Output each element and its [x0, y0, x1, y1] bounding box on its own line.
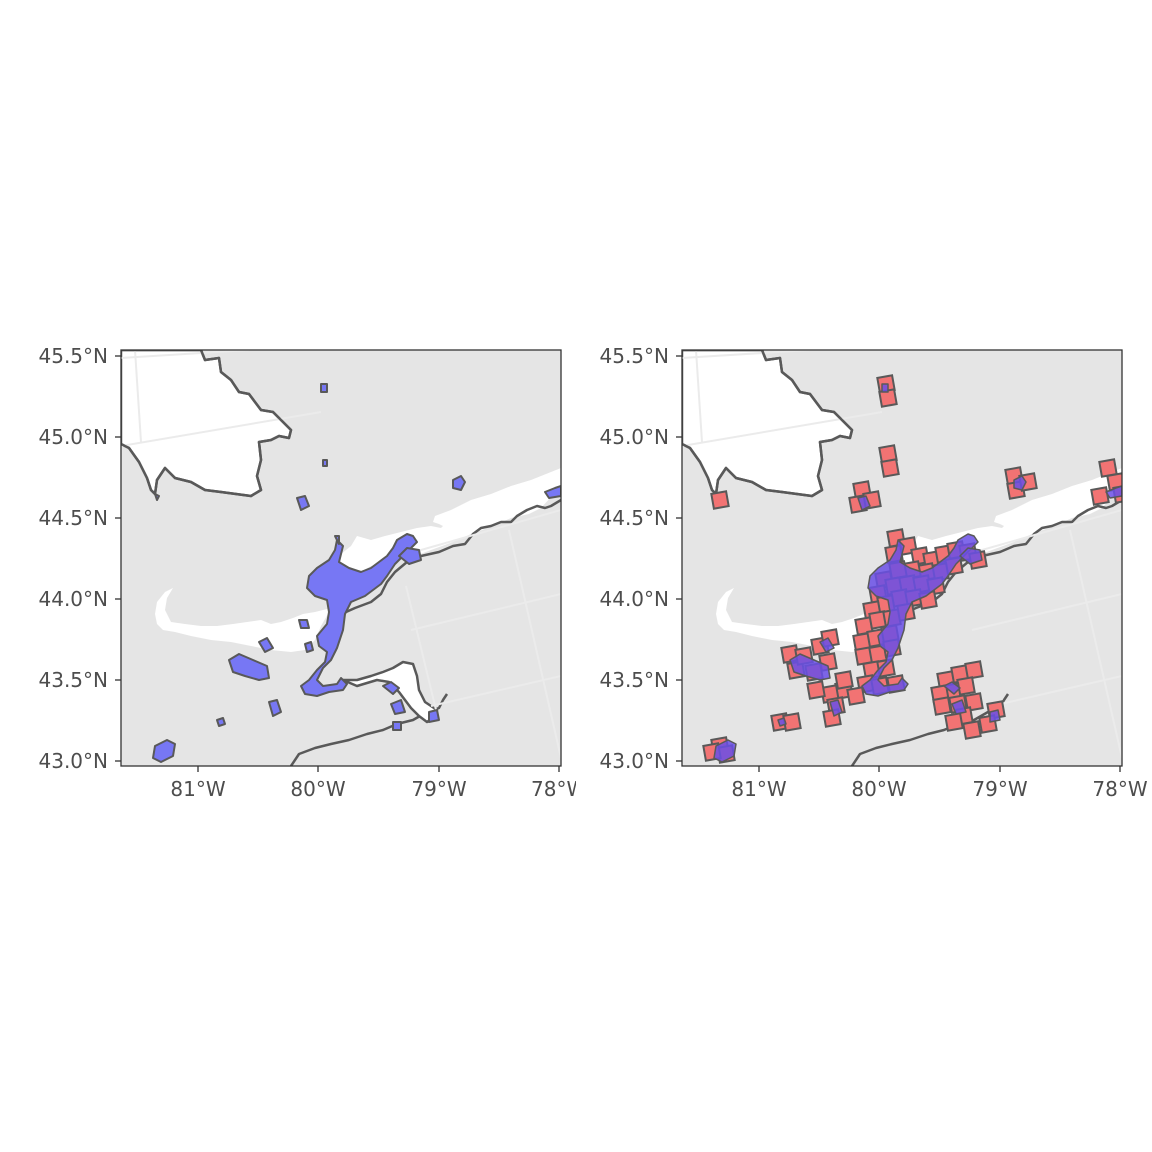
- urban-area: [296, 495, 310, 511]
- toronto-urban-area: [861, 533, 979, 697]
- y-tick-label: 43.0°N: [600, 749, 670, 773]
- y-tick-label: 45.5°N: [600, 344, 670, 368]
- urban-area: [951, 699, 967, 715]
- y-tick-label: 43.0°N: [39, 749, 109, 773]
- right-map-panel: 45.5°N 45.0°N 44.5°N 44.0°N 43.5°N 43.0°…: [600, 344, 1148, 801]
- y-tick-label: 45.5°N: [39, 344, 109, 368]
- urban-area: [382, 681, 400, 695]
- toronto-urban-area: [300, 533, 418, 697]
- y-tick-label: 44.0°N: [600, 587, 670, 611]
- urban-area: [943, 681, 961, 695]
- y-axis-labels: 45.5°N 45.0°N 44.5°N 44.0°N 43.5°N 43.0°…: [39, 344, 109, 773]
- panel-border: [681, 349, 1123, 767]
- lake-ontario-water: [155, 468, 561, 652]
- grid-cell: [964, 660, 984, 680]
- grid-cell: [880, 458, 900, 478]
- urban-area: [544, 485, 561, 499]
- y-tick-label: 45.0°N: [39, 425, 109, 449]
- y-axis-ticks: [115, 355, 121, 762]
- lake-ontario-south-shore: [289, 693, 449, 766]
- urban-area: [304, 641, 314, 653]
- x-tick-label: 81°W: [731, 777, 786, 801]
- urban-area: [398, 547, 422, 565]
- urban-areas: [713, 383, 1122, 763]
- urban-area: [829, 699, 843, 717]
- urban-areas: [152, 383, 561, 763]
- urban-area: [959, 547, 983, 565]
- panel-border: [120, 349, 562, 767]
- grid-cell: [962, 720, 982, 740]
- grid-cell: [846, 686, 866, 706]
- urban-area: [789, 653, 831, 681]
- urban-area: [216, 717, 226, 727]
- y-tick-label: 44.0°N: [39, 587, 109, 611]
- grid-cell: [932, 696, 952, 716]
- y-tick-label: 44.5°N: [600, 506, 670, 530]
- urban-area: [989, 709, 1001, 723]
- urban-area: [258, 637, 274, 653]
- grid-cell: [944, 712, 964, 732]
- x-tick-label: 81°W: [170, 777, 225, 801]
- urban-area: [228, 653, 270, 681]
- urban-area: [452, 475, 466, 491]
- urban-area: [154, 493, 160, 501]
- urban-area: [390, 699, 406, 715]
- urban-area: [268, 699, 282, 717]
- x-tick-label: 80°W: [290, 777, 345, 801]
- left-map-panel: 45.5°N 45.0°N 44.5°N 44.0°N 43.5°N 43.0°…: [39, 344, 587, 801]
- urban-area: [881, 383, 889, 393]
- y-axis-labels: 45.5°N 45.0°N 44.5°N 44.0°N 43.5°N 43.0°…: [600, 344, 670, 773]
- x-axis-labels: 81°W 80°W 79°W 78°W: [170, 777, 586, 801]
- urban-area: [298, 619, 310, 629]
- grid-cell: [964, 692, 984, 712]
- urban-area: [392, 721, 402, 731]
- urban-area: [857, 495, 871, 511]
- x-axis-ticks: [197, 766, 560, 772]
- lake-ontario-north-shore: [336, 498, 561, 618]
- urban-area: [334, 535, 340, 545]
- urban-area: [152, 739, 176, 763]
- y-tick-label: 45.0°N: [600, 425, 670, 449]
- grid-cell: [806, 680, 826, 700]
- urban-area: [777, 717, 787, 727]
- x-axis-ticks: [758, 766, 1121, 772]
- grid-cell: [710, 490, 730, 510]
- y-axis-ticks: [676, 355, 682, 762]
- y-tick-label: 43.5°N: [39, 668, 109, 692]
- urban-area: [1013, 475, 1027, 491]
- urban-area: [713, 739, 737, 763]
- urban-area: [819, 637, 835, 653]
- x-tick-label: 78°W: [1092, 777, 1147, 801]
- graticule: [682, 350, 1122, 759]
- grid-cell: [834, 670, 854, 690]
- x-tick-label: 79°W: [972, 777, 1027, 801]
- y-tick-label: 44.5°N: [39, 506, 109, 530]
- graticule: [121, 350, 561, 759]
- x-axis-labels: 81°W 80°W 79°W 78°W: [731, 777, 1147, 801]
- urban-area: [320, 383, 328, 393]
- x-tick-label: 79°W: [411, 777, 466, 801]
- x-tick-label: 80°W: [851, 777, 906, 801]
- urban-area: [1105, 485, 1122, 499]
- urban-area: [428, 709, 440, 723]
- y-tick-label: 43.5°N: [600, 668, 670, 692]
- urban-area: [322, 459, 328, 467]
- lake-ontario-north-shore: [897, 498, 1122, 618]
- grid-cell: [1090, 486, 1110, 506]
